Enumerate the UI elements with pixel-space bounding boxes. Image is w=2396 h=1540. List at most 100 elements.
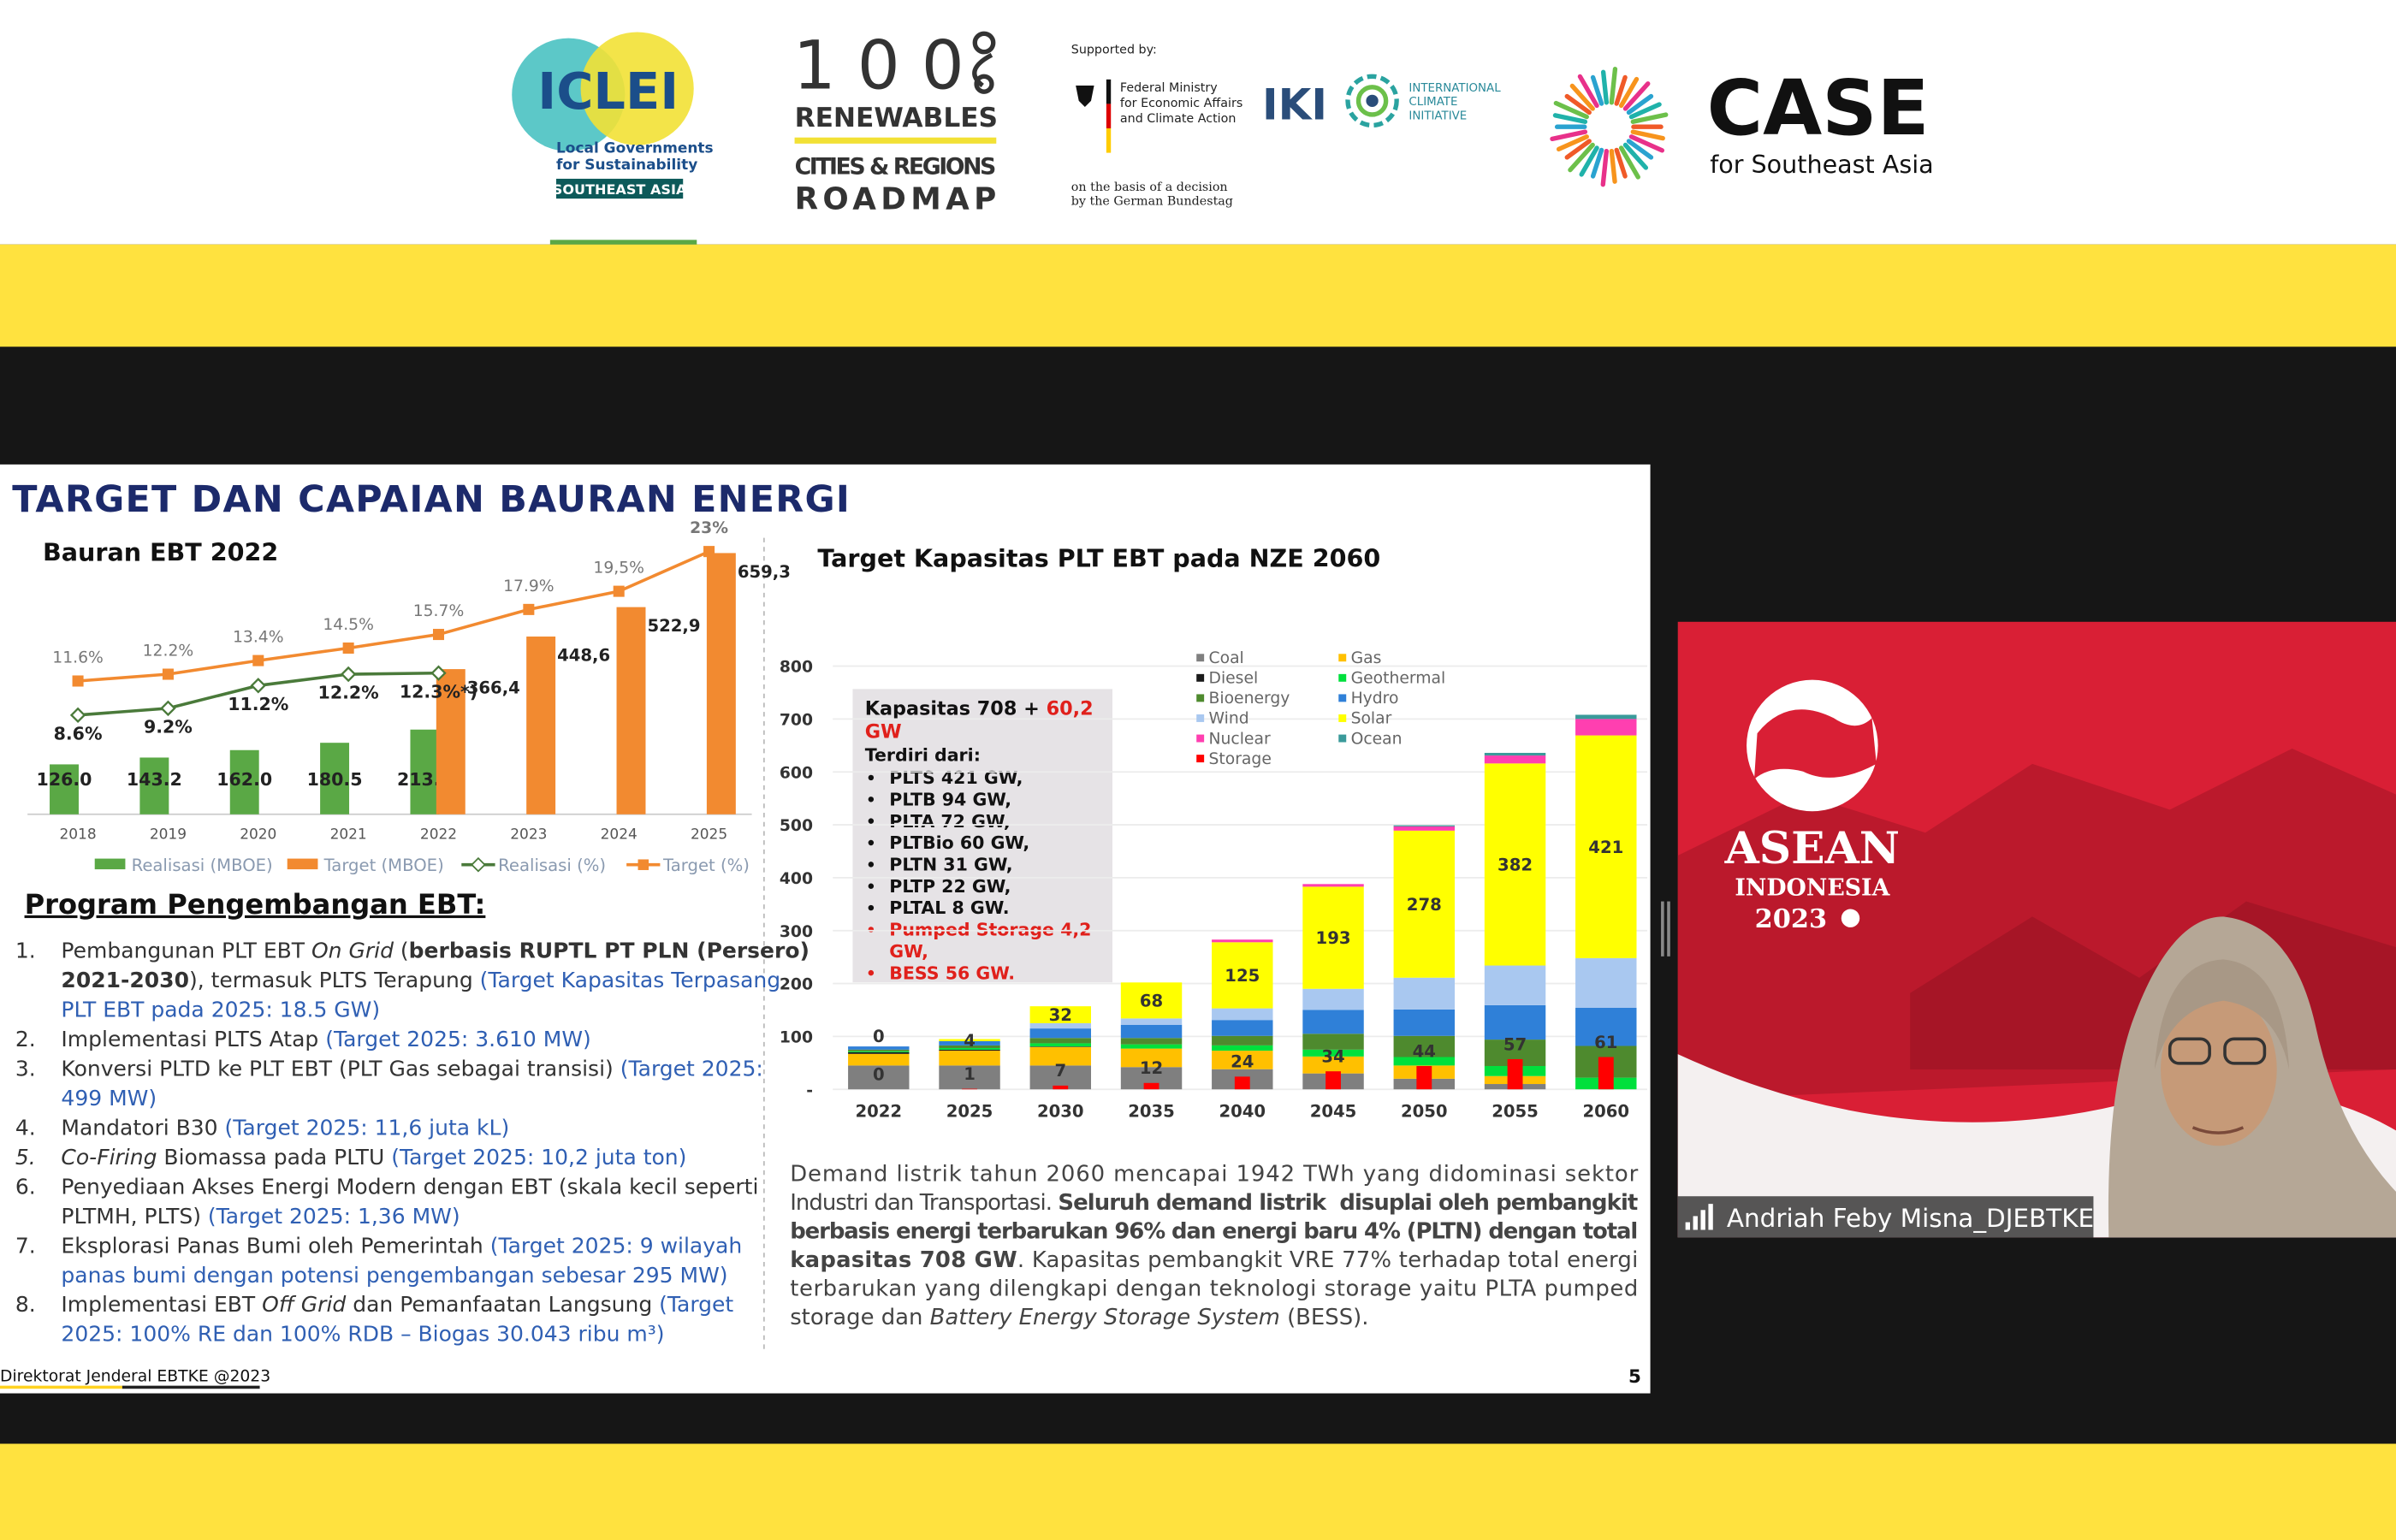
x-tick-label: 2022 xyxy=(855,1101,902,1121)
data-label: 61 xyxy=(1594,1033,1617,1052)
data-label: 24 xyxy=(1231,1052,1254,1072)
bar-segment xyxy=(1302,1056,1364,1074)
line-marker xyxy=(432,629,445,641)
logo-shape xyxy=(1366,94,1379,107)
bar xyxy=(320,743,350,814)
bar xyxy=(616,607,646,814)
text-run: Konversi PLTD ke PLT EBT (PLT Gas sebaga… xyxy=(61,1057,620,1081)
text-run: 2025: 100% RE dan 100% RDB – Biogas 30.0… xyxy=(61,1322,664,1347)
data-label: 278 xyxy=(1407,895,1442,915)
bar-segment xyxy=(848,1046,910,1050)
slide xyxy=(0,464,1651,1394)
program-list: 1. Pembangunan PLT EBT On Grid (berbasis … xyxy=(15,939,810,1347)
text-run: Penyediaan Akses Energi Modern dengan EB… xyxy=(61,1174,758,1199)
bar-segment xyxy=(848,1053,910,1066)
y-tick-label: 800 xyxy=(780,659,813,677)
bar-segment xyxy=(848,1051,910,1052)
bullet xyxy=(868,797,875,803)
bar-segment xyxy=(1484,1004,1546,1040)
splitter[interactable] xyxy=(1661,901,1664,957)
logo-text: by the German Bundestag xyxy=(1071,194,1233,208)
text-run: berbasis energi terbarukan 96% dan energ… xyxy=(790,1219,1638,1245)
data-label: 11.6% xyxy=(52,649,104,667)
data-label: 17.9% xyxy=(503,578,555,595)
legend-label: Coal xyxy=(1209,649,1244,667)
text-run: Mandatori B30 xyxy=(61,1115,224,1140)
logo-text: ICLEI xyxy=(537,62,679,121)
event-text: INDONESIA xyxy=(1735,874,1890,901)
data-label: 57 xyxy=(1503,1034,1527,1054)
box-item: PLTAL 8 GW. xyxy=(889,897,1009,918)
box-item: BESS 56 GW. xyxy=(889,962,1015,983)
line-marker xyxy=(252,654,264,666)
data-label: 126.0 xyxy=(37,769,92,790)
legend-swatch xyxy=(1196,654,1205,662)
ministry-logo: Supported by: Federal Ministry for Econo… xyxy=(1071,44,1242,209)
program-heading: Program Pengembangan EBT: xyxy=(25,888,486,921)
text-run: PLTMH, PLTS) xyxy=(61,1204,208,1229)
x-tick-label: 2020 xyxy=(240,825,276,842)
bar-segment xyxy=(1029,1028,1091,1039)
sun-ray xyxy=(1590,74,1604,106)
box-subheading: Terdiri dari: xyxy=(865,744,981,765)
x-tick-label: 2060 xyxy=(1582,1101,1629,1121)
y-tick-label: 300 xyxy=(780,923,813,941)
participant-name: Andriah Feby Misna_DJEBTKE xyxy=(1727,1204,2094,1233)
top-band xyxy=(0,244,2396,347)
box-item: Pumped Storage 4,2 xyxy=(889,920,1091,940)
text-run: dan Pemanfaatan Langsung xyxy=(346,1292,659,1317)
storage-bar xyxy=(1053,1085,1069,1090)
storage-bar xyxy=(1234,1076,1250,1090)
video-tile[interactable]: ASEAN INDONESIA 2023 Andriah Feby Misna_… xyxy=(1677,621,2396,1238)
text-run: (Target xyxy=(659,1292,733,1317)
sun-ray xyxy=(1568,142,1595,173)
bar-segment xyxy=(1029,1006,1091,1023)
chart-title: Target Kapasitas PLT EBT pada NZE 2060 xyxy=(817,544,1380,573)
text-run: kapasitas 708 GW xyxy=(790,1247,1017,1273)
bar-segment xyxy=(1302,884,1364,887)
paragraph-line: storage dan Battery Energy Storage Syste… xyxy=(790,1305,1368,1330)
participant xyxy=(2154,959,2289,1069)
logo-text: SOUTHEAST ASIA xyxy=(553,181,687,198)
text-run: GW xyxy=(865,721,902,743)
text-run: PLTAL 8 GW. xyxy=(889,897,1009,918)
footer-line xyxy=(0,1385,122,1389)
text-run: Biomassa pada PLTU xyxy=(157,1145,391,1170)
data-label: 0 xyxy=(873,1027,885,1046)
bar xyxy=(706,553,736,814)
text-run: (Target 2025: 9 wilayah xyxy=(490,1233,743,1258)
flag xyxy=(1106,104,1112,128)
logo-text: for Sustainability xyxy=(556,156,697,173)
line xyxy=(77,550,710,683)
sun-ray xyxy=(1556,134,1589,152)
text-run: Seluruh demand listrik disuplai oleh pem… xyxy=(1058,1190,1638,1216)
data-label: 448,6 xyxy=(557,646,610,666)
data-label: 162.0 xyxy=(216,769,272,790)
data-label: 12.3%*) xyxy=(400,681,477,702)
item-line: PLT EBT pada 2025: 18.5 GW) xyxy=(61,998,380,1022)
text-run: Demand listrik tahun 2060 mencapai 1942 … xyxy=(790,1161,1638,1187)
line-marker xyxy=(250,678,267,694)
data-label: 23% xyxy=(690,519,728,537)
x-tick-label: 2025 xyxy=(946,1101,993,1121)
text-run: Industri dan Transportasi. xyxy=(790,1190,1059,1216)
item-line: Co-Firing Biomassa pada PLTU (Target 202… xyxy=(61,1145,686,1170)
sun-ray xyxy=(1626,93,1654,116)
bar-segment xyxy=(1029,1046,1091,1066)
bar-segment xyxy=(939,1039,1000,1041)
data-label: 125 xyxy=(1225,966,1260,986)
splitter[interactable] xyxy=(1667,901,1670,957)
bar-segment xyxy=(1120,1048,1183,1068)
sun-ray xyxy=(1600,69,1610,105)
item-line: 2025: 100% RE dan 100% RDB – Biogas 30.0… xyxy=(61,1322,664,1347)
x-tick-label: 2021 xyxy=(330,825,367,842)
paragraph: Demand listrik tahun 2060 mencapai 1942 … xyxy=(790,1161,1638,1330)
line-marker xyxy=(72,675,84,687)
legend-swatch xyxy=(1196,734,1205,743)
storage-bar xyxy=(1507,1058,1523,1090)
x-tick-label: 2019 xyxy=(150,825,187,842)
paragraph-line: berbasis energi terbarukan 96% dan energ… xyxy=(790,1219,1638,1245)
bar-segment xyxy=(1393,977,1455,1010)
bar-segment xyxy=(1575,719,1637,736)
